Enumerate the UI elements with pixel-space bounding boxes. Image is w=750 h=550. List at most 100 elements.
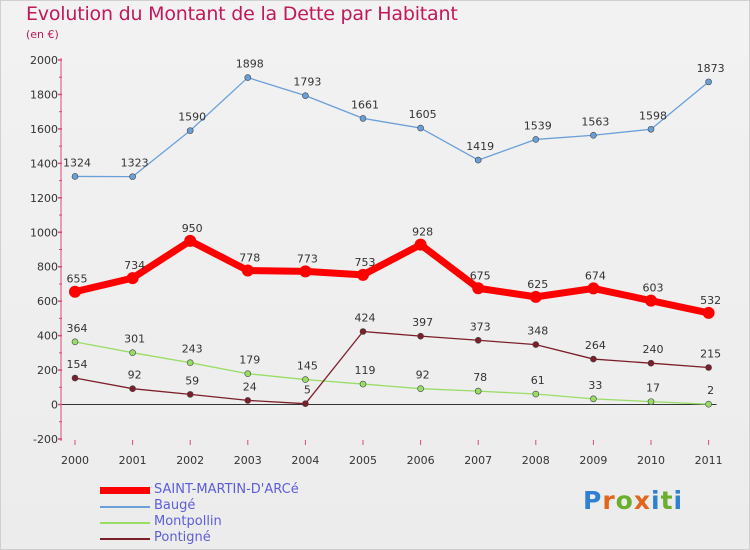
- data-label: 950: [182, 222, 203, 235]
- data-label: 753: [355, 256, 376, 269]
- data-label: 1898: [236, 58, 264, 71]
- data-point: [71, 173, 79, 180]
- series-line: [74, 330, 710, 405]
- data-point: [126, 272, 139, 285]
- data-label: 1661: [351, 98, 379, 111]
- data-label: 33: [588, 379, 602, 392]
- data-point: [590, 355, 597, 363]
- data-point: [414, 238, 427, 251]
- data-labels: 655 734 950 778 773 753 928 675 625 674 603 532 1324…: [63, 58, 725, 398]
- data-label: 1605: [409, 108, 437, 121]
- y-tick-label: 400: [37, 330, 58, 343]
- data-point: [71, 338, 79, 346]
- data-label: 1324: [63, 156, 91, 169]
- data-label: 1793: [293, 76, 321, 89]
- data-point: [705, 364, 712, 371]
- data-point: [129, 173, 136, 180]
- data-label: 1323: [121, 157, 149, 170]
- data-label: 655: [67, 273, 88, 286]
- legend-label: SAINT-MARTIN-D'ARCé: [154, 482, 299, 497]
- data-label: 17: [646, 382, 660, 395]
- data-label: 5: [304, 384, 311, 397]
- x-tick-label: 2005: [349, 454, 377, 467]
- data-label: 603: [643, 282, 664, 295]
- data-point: [244, 74, 252, 81]
- legend-label: Montpollin: [154, 514, 222, 529]
- logo-letter: x: [633, 486, 651, 515]
- data-label: 145: [297, 360, 318, 373]
- data-point: [532, 341, 540, 348]
- chart-unit: (en €): [26, 28, 59, 41]
- data-label: 215: [700, 348, 721, 361]
- data-label: 675: [470, 269, 491, 282]
- data-point: [590, 131, 597, 139]
- proxiti-logo: Proxiti: [583, 486, 683, 515]
- y-tick-label: 1200: [30, 192, 58, 205]
- data-point: [647, 359, 655, 367]
- data-label: 364: [67, 322, 88, 335]
- data-label: 61: [531, 374, 545, 387]
- y-tick-label: 600: [37, 295, 58, 308]
- series-line: [71, 237, 713, 317]
- y-tick-label: 2000: [30, 54, 58, 67]
- y-tick-label: 800: [37, 261, 58, 274]
- data-point: [647, 398, 655, 405]
- y-tick-label: 0: [51, 399, 58, 412]
- data-label: 373: [470, 320, 491, 333]
- axes: -200 0 200 400 600 800 1000 1200 1400 1600 1800 200…: [30, 54, 723, 467]
- data-point: [359, 328, 367, 335]
- y-tick-label: 1000: [30, 226, 58, 239]
- data-point: [302, 400, 309, 407]
- x-tick-label: 2004: [291, 454, 319, 467]
- logo-letter: t: [660, 486, 674, 515]
- legend-swatch: [100, 487, 150, 494]
- data-point: [705, 78, 712, 86]
- data-point: [532, 136, 540, 143]
- data-label: 674: [585, 269, 606, 282]
- legend-swatch: [100, 522, 150, 524]
- series-line: [74, 341, 710, 405]
- data-label: 154: [67, 358, 88, 371]
- data-point: [532, 390, 540, 398]
- logo-letter: o: [615, 486, 634, 515]
- y-tick-label: -200: [33, 433, 58, 446]
- legend-label: Baugé: [154, 498, 196, 513]
- x-tick-label: 2003: [234, 454, 262, 467]
- legend-swatch: [100, 506, 150, 508]
- data-label: 397: [412, 316, 433, 329]
- data-label: 1539: [524, 119, 552, 132]
- x-tick-label: 2001: [119, 454, 147, 467]
- data-point: [417, 332, 424, 340]
- data-label: 424: [355, 312, 376, 325]
- data-label: 119: [355, 364, 376, 377]
- data-point: [474, 156, 482, 164]
- legend-swatch: [100, 538, 150, 540]
- data-point: [474, 387, 482, 395]
- data-label: 78: [473, 371, 487, 384]
- data-label: 1419: [466, 140, 494, 153]
- data-point: [69, 285, 81, 298]
- data-label: 264: [585, 339, 606, 352]
- y-tick-label: 200: [37, 364, 58, 377]
- series-line: [74, 76, 710, 178]
- data-label: 734: [124, 259, 145, 272]
- data-point: [529, 290, 542, 303]
- x-tick-label: 2008: [522, 454, 550, 467]
- x-tick-label: 2011: [695, 454, 723, 467]
- data-point: [587, 282, 600, 295]
- logo-letter: r: [602, 486, 616, 515]
- data-label: 301: [124, 333, 145, 346]
- x-tick-label: 2007: [464, 454, 492, 467]
- data-label: 92: [416, 369, 430, 382]
- data-point: [417, 385, 424, 392]
- data-point: [302, 376, 309, 383]
- data-point: [186, 359, 194, 366]
- data-label: 625: [527, 278, 548, 291]
- logo-letter: i: [673, 486, 684, 515]
- data-label: 1873: [697, 62, 725, 75]
- data-point: [647, 125, 655, 133]
- logo-letter: P: [583, 486, 603, 515]
- data-point: [359, 115, 367, 122]
